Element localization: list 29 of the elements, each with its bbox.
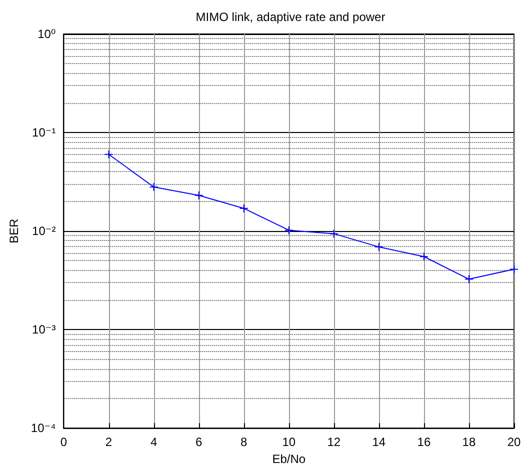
point — [239, 204, 248, 213]
point — [510, 264, 518, 274]
y-tick-label: 10⁰ — [38, 27, 56, 41]
x-tick-label: 8 — [240, 435, 248, 450]
y-axis-title: BER — [7, 218, 21, 244]
y-tick-label: 10⁻² — [32, 224, 56, 238]
point — [149, 182, 158, 192]
y-tick-label: 10⁻¹ — [32, 126, 56, 140]
x-tick-label: 16 — [417, 435, 431, 450]
x-tick-label: 2 — [105, 435, 112, 450]
x-tick-label: 20 — [507, 435, 521, 450]
point — [464, 274, 474, 284]
point — [329, 229, 338, 238]
point — [419, 252, 428, 262]
chart-title: MIMO link, adaptive rate and power — [196, 10, 386, 24]
x-tick-label: 14 — [372, 435, 386, 450]
point — [194, 190, 204, 200]
x-tick-label: 12 — [327, 435, 341, 450]
x-axis-title: Eb/No — [272, 452, 306, 466]
y-tick-label: 10⁻³ — [32, 322, 56, 337]
point — [284, 226, 294, 235]
point — [374, 242, 384, 252]
x-tick-label: 6 — [195, 435, 202, 450]
x-tick-label: 18 — [462, 435, 476, 450]
x-tick-label: 0 — [60, 435, 68, 450]
x-tick-label: 10 — [282, 435, 296, 450]
point — [104, 150, 114, 159]
x-tick-label: 4 — [150, 435, 158, 450]
y-tick-label: 10⁻⁴ — [30, 421, 56, 436]
